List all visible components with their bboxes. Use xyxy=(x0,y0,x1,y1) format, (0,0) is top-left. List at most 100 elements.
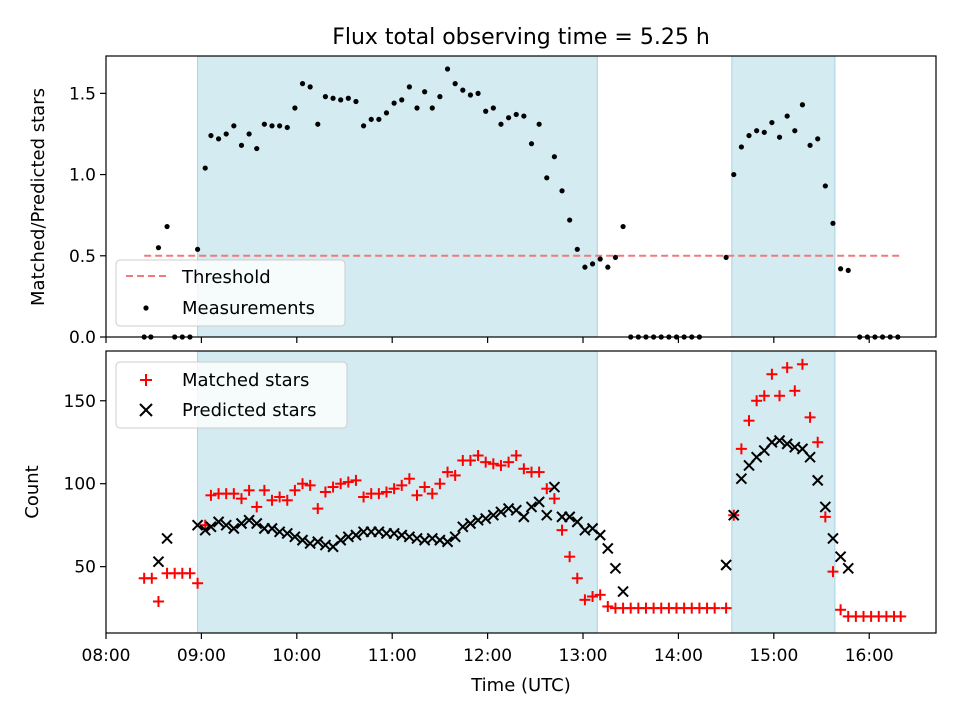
predicted-star-point-b xyxy=(728,509,740,521)
bottom-legend-box xyxy=(115,361,348,429)
measurement-point-19 xyxy=(284,124,290,131)
predicted-star-point-b xyxy=(289,531,301,543)
predicted-star-point-b xyxy=(579,524,591,536)
predicted-star-point-2 xyxy=(191,519,204,531)
bottom-y-ticks: 50 100 150 xyxy=(64,392,106,578)
matched-star-point-57 xyxy=(571,572,583,584)
measurement-point-75 xyxy=(731,171,737,178)
matched-star-point-19 xyxy=(281,494,293,506)
predicted-star-point-b xyxy=(449,531,461,543)
matched-star-point-2 xyxy=(152,595,164,607)
matched-stars-legend-label: Matched stars xyxy=(182,370,309,391)
measurement-point-88 xyxy=(830,220,836,226)
threshold-legend-label: Threshold xyxy=(181,267,271,288)
x-tick-label-3: 11:00 xyxy=(368,646,417,666)
matched-star-point-16 xyxy=(258,484,270,496)
predicted-star-point-b xyxy=(441,536,454,548)
matched-star-point-90 xyxy=(827,566,839,578)
predicted-star-point-b xyxy=(796,443,809,455)
predicted-star-point-10 xyxy=(251,517,263,530)
measurement-point-13 xyxy=(238,142,245,148)
matched-star-point-79 xyxy=(743,415,755,427)
matched-star-point-56 xyxy=(564,551,576,563)
measurement-point-90 xyxy=(845,267,851,274)
measurement-point-51 xyxy=(528,141,535,147)
measurement-point-58 xyxy=(582,264,588,270)
predicted-star-point-b xyxy=(418,534,431,546)
measurement-point-78 xyxy=(754,128,760,134)
top-y-tick-label-0: 0.0 xyxy=(69,328,96,348)
measurement-point-77 xyxy=(746,132,752,139)
predicted-star-point-b xyxy=(766,436,778,448)
matched-star-point-53 xyxy=(541,483,553,495)
predicted-star-point-b xyxy=(773,434,786,447)
measurement-point-24 xyxy=(322,94,329,100)
matched-star-point-99 xyxy=(895,610,907,622)
predicted-star-point-b xyxy=(220,519,232,531)
predicted-star-point-b xyxy=(842,562,854,575)
predicted-star-point-b xyxy=(228,522,240,535)
measurement-point-85 xyxy=(807,142,813,148)
predicted-star-point-b xyxy=(586,522,599,535)
matched-star-point-45 xyxy=(480,456,492,468)
matched-star-point-13 xyxy=(235,493,247,505)
bottom-legend: Matched stars Predicted stars xyxy=(115,361,348,429)
matched-star-point-6 xyxy=(184,567,196,579)
predicted-star-point-b xyxy=(735,473,748,485)
measurement-point-11 xyxy=(223,131,229,137)
predicted-star-point-b xyxy=(161,532,173,545)
top-x-ticks xyxy=(105,337,870,343)
matched-star-point-55 xyxy=(556,524,568,536)
measurement-point-27 xyxy=(345,95,351,101)
predicted-star-point-b xyxy=(602,542,614,555)
predicted-star-point-66 xyxy=(773,434,786,447)
measurement-point-62 xyxy=(612,254,619,261)
bottom-axes-frame xyxy=(105,350,937,634)
measurement-point-32 xyxy=(383,110,390,116)
measurement-point-28 xyxy=(353,98,359,105)
predicted-stars-legend-label: Predicted stars xyxy=(182,400,316,421)
predicted-star-point-b xyxy=(487,509,500,521)
measurement-point-15 xyxy=(254,145,260,152)
measurement-point-52 xyxy=(536,121,542,127)
predicted-star-point-47 xyxy=(533,496,545,508)
top-legend-box xyxy=(115,259,346,327)
predicted-star-point-4 xyxy=(205,521,217,533)
matched-star-point-21 xyxy=(297,478,309,490)
measurement-point-79 xyxy=(761,129,767,135)
matched-star-point-48 xyxy=(503,456,515,468)
predicted-star-point-b xyxy=(191,519,204,531)
measurement-point-37 xyxy=(422,89,428,95)
predicted-star-point-75 xyxy=(842,562,854,575)
top-y-tick-label-1: 0.5 xyxy=(69,247,96,267)
measurement-point-56 xyxy=(567,217,573,223)
predicted-star-point-b xyxy=(533,496,545,508)
predicted-star-point-46 xyxy=(525,501,538,513)
bottom-y-tick-label-2: 150 xyxy=(64,392,96,412)
matched-star-point-84 xyxy=(781,362,793,374)
matched-star-point-82 xyxy=(766,368,778,380)
predicted-star-point-b xyxy=(266,522,278,535)
matched-star-point-1 xyxy=(146,572,158,584)
x-tick-label-1: 09:00 xyxy=(177,646,226,666)
matched-stars-points xyxy=(138,358,907,622)
predicted-star-point-b xyxy=(495,506,507,518)
measurement-point-23 xyxy=(315,121,321,127)
predicted-star-point-74 xyxy=(834,550,847,563)
measurement-point-49 xyxy=(513,111,519,118)
matched-star-point-26 xyxy=(335,478,347,490)
bottom-y-tick-label-1: 100 xyxy=(64,475,96,495)
measurement-point-42 xyxy=(460,87,466,93)
predicted-star-point-15 xyxy=(289,531,301,543)
matched-star-point-33 xyxy=(388,483,400,495)
predicted-star-point-b xyxy=(548,481,561,493)
matched-star-point-44 xyxy=(472,450,484,462)
measurement-point-63 xyxy=(620,223,626,230)
measurement-point-89 xyxy=(837,266,844,272)
measurement-point-2 xyxy=(155,245,162,251)
predicted-star-point-6 xyxy=(220,519,232,531)
predicted-star-point-40 xyxy=(479,512,492,525)
predicted-star-point-5 xyxy=(212,516,225,528)
predicted-star-point-b xyxy=(350,529,362,541)
top-y-tick-label-2: 1.0 xyxy=(69,166,96,186)
